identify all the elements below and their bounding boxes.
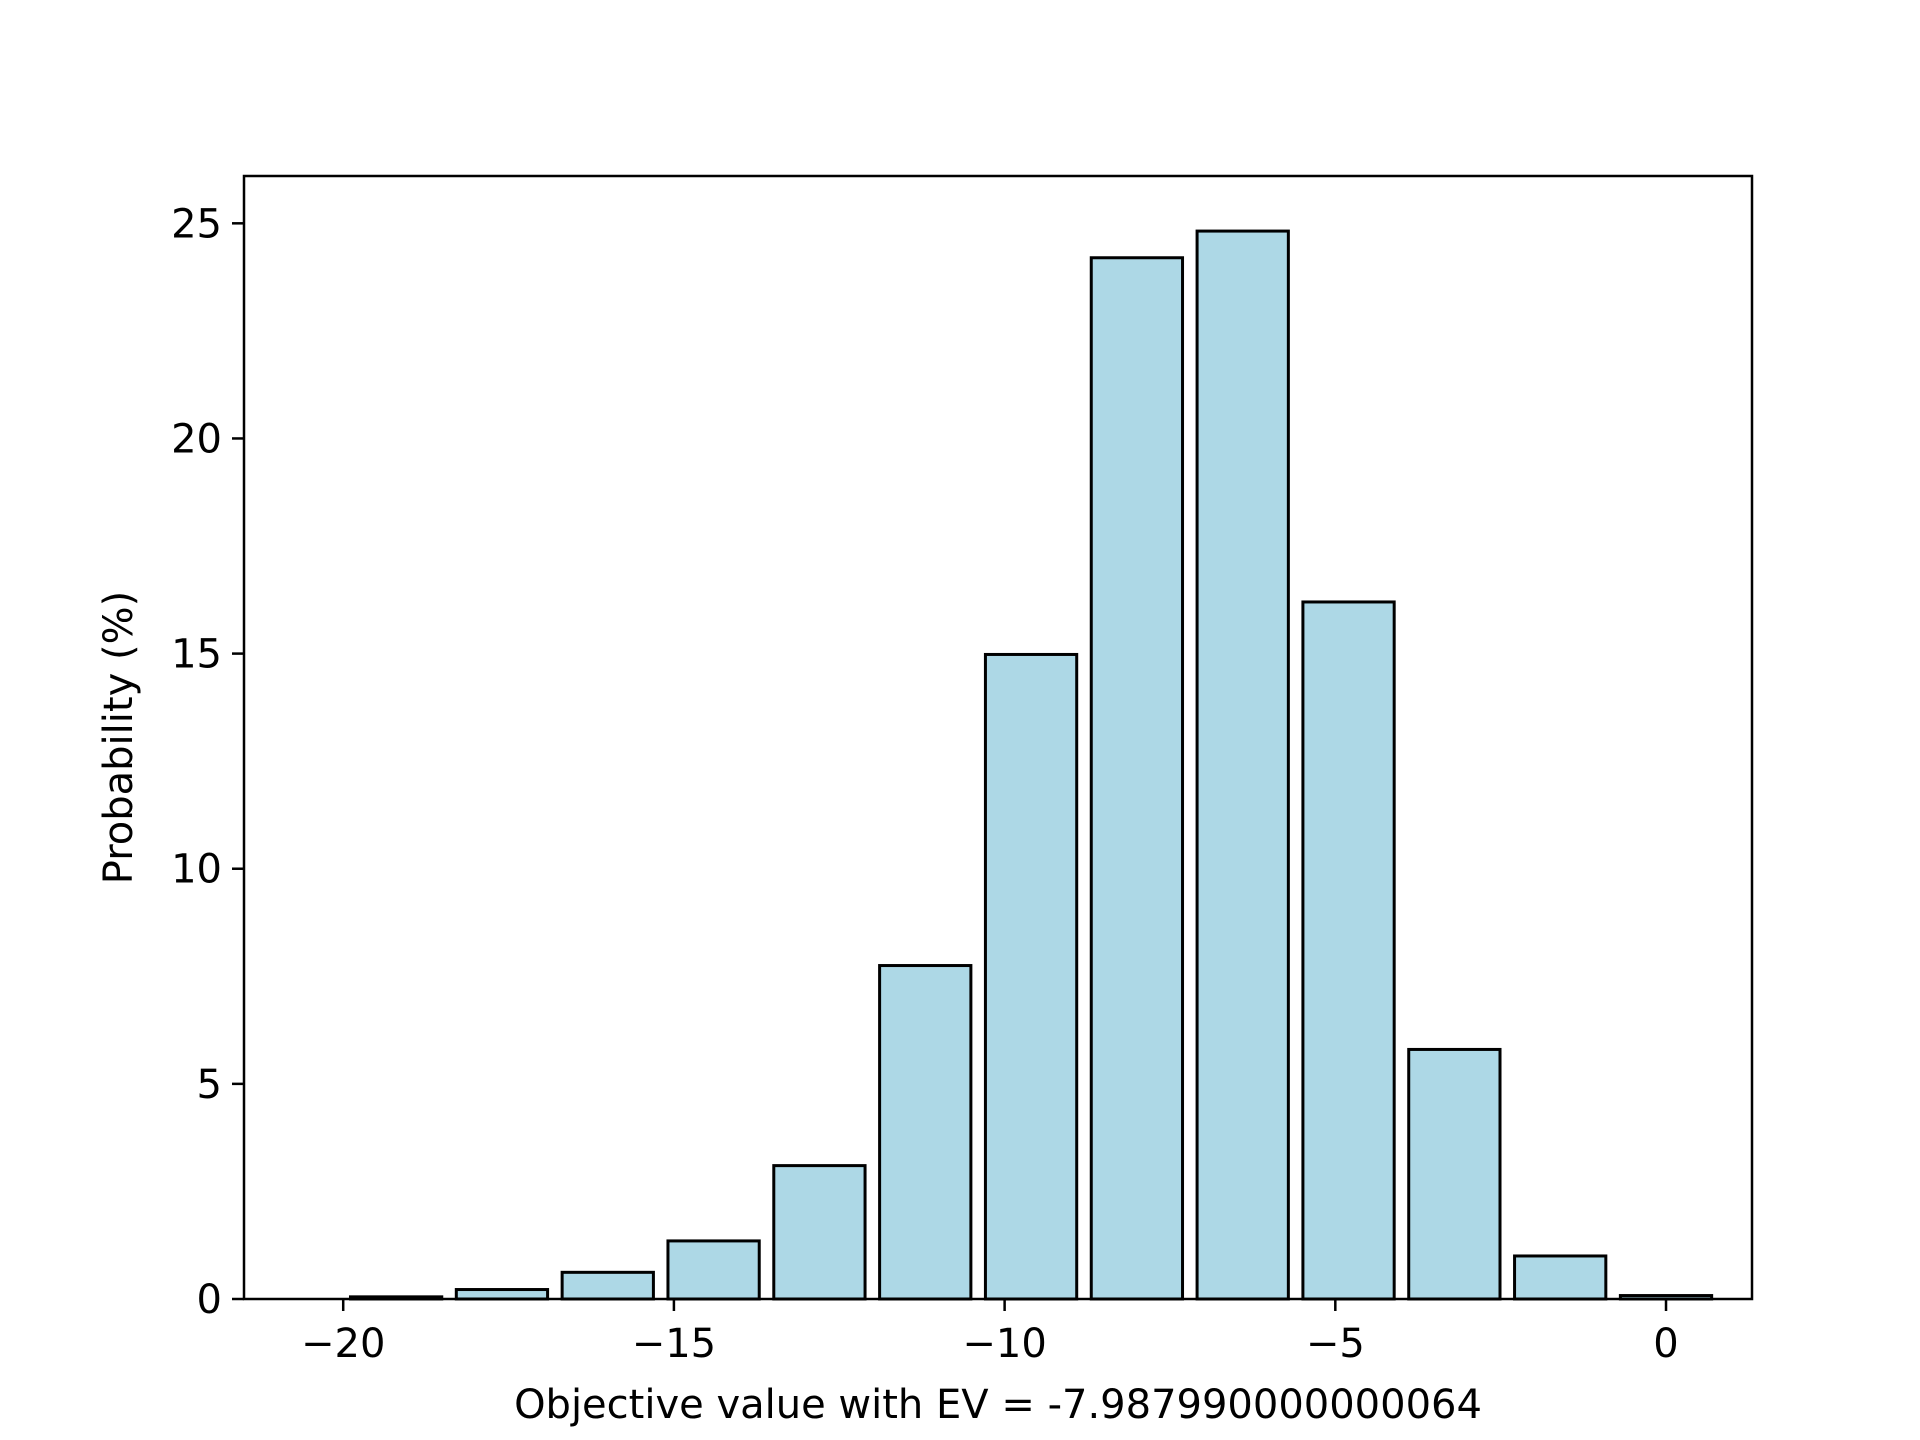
- histogram-bar: [983, 652, 1079, 1301]
- histogram-bar: [772, 1164, 867, 1301]
- x-tick-label: 0: [1653, 1321, 1678, 1367]
- x-tick-label: −15: [632, 1321, 716, 1367]
- x-axis-ticks: −20 −15 −10 −5 0: [301, 1299, 1679, 1367]
- histogram-bar: [1407, 1047, 1502, 1301]
- y-tick-label: 10: [171, 847, 222, 893]
- y-tick-label: 25: [171, 201, 222, 247]
- histogram-bar: [1195, 229, 1290, 1301]
- histogram-bar: [666, 1239, 761, 1301]
- x-axis-label: Objective value with EV = -7.98799000000…: [514, 1382, 1482, 1428]
- y-tick-label: 0: [197, 1277, 222, 1323]
- x-tick-label: −5: [1306, 1321, 1365, 1367]
- x-tick-label: −20: [301, 1321, 385, 1367]
- x-tick-label: −10: [962, 1321, 1046, 1367]
- histogram-bar: [560, 1270, 655, 1301]
- y-tick-label: 20: [171, 416, 222, 462]
- histogram-bar: [1089, 256, 1185, 1301]
- plot-frame: [242, 174, 1754, 1301]
- histogram-bar: [1301, 600, 1396, 1301]
- histogram-bar: [878, 964, 973, 1301]
- y-axis-label: Probability (%): [96, 591, 142, 884]
- y-tick-label: 15: [171, 632, 222, 678]
- bars-group: [348, 229, 1714, 1301]
- histogram-bar: [454, 1288, 550, 1301]
- y-tick-label: 5: [197, 1062, 222, 1108]
- y-axis-ticks: 0 5 10 15 20 25: [171, 201, 244, 1323]
- histogram-bar: [1513, 1254, 1608, 1301]
